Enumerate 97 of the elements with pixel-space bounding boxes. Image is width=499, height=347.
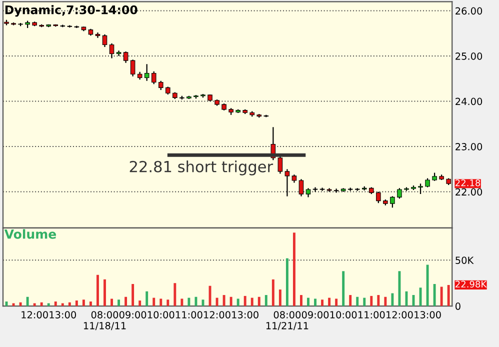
y-tick-label: 25.00 bbox=[456, 52, 482, 60]
x-tick-label: 12:00 bbox=[22, 311, 48, 318]
bar bbox=[440, 286, 443, 306]
bar bbox=[160, 298, 162, 306]
bar bbox=[180, 298, 184, 306]
bar bbox=[292, 232, 296, 306]
bar bbox=[447, 284, 450, 306]
ref-line-label: 22.81 short trigger bbox=[130, 160, 274, 176]
bar bbox=[96, 274, 99, 306]
bar bbox=[328, 298, 331, 306]
bar bbox=[244, 296, 246, 306]
bar bbox=[61, 303, 64, 306]
bar bbox=[300, 295, 302, 306]
y-tick-label: 24.00 bbox=[456, 98, 482, 106]
bar bbox=[188, 298, 190, 306]
bar bbox=[75, 300, 78, 306]
bar bbox=[307, 298, 310, 306]
candlestick bbox=[418, 183, 423, 195]
text: 22.98K bbox=[456, 280, 487, 288]
bar bbox=[89, 301, 92, 306]
bar bbox=[384, 296, 387, 306]
x-tick-label: 09:00 bbox=[119, 311, 146, 318]
bar bbox=[377, 295, 380, 306]
candlestick bbox=[144, 64, 150, 82]
bar bbox=[286, 258, 288, 306]
bar bbox=[40, 302, 43, 306]
candlestick bbox=[397, 188, 402, 200]
bar bbox=[321, 300, 324, 306]
candlestick bbox=[109, 42, 114, 59]
candlestick bbox=[123, 50, 128, 64]
bar bbox=[230, 296, 232, 306]
candlestick bbox=[390, 196, 395, 208]
candlestick bbox=[278, 156, 283, 174]
bar bbox=[124, 296, 128, 306]
candlestick bbox=[158, 80, 164, 91]
bar bbox=[314, 298, 316, 306]
y-tick-label: 23.00 bbox=[456, 143, 482, 150]
x-tick-label: 12:00 bbox=[386, 311, 413, 318]
bar bbox=[278, 290, 282, 306]
bar bbox=[236, 298, 240, 306]
x-tick-label: 13:00 bbox=[232, 311, 258, 318]
x-tick-label: 09:00 bbox=[302, 311, 329, 318]
x-tick-label: 13:00 bbox=[50, 311, 76, 318]
bar bbox=[264, 295, 268, 306]
bar bbox=[33, 303, 36, 306]
x-tick-label: 10:00 bbox=[330, 311, 357, 318]
bar bbox=[26, 296, 29, 306]
y-tick-label: 50K bbox=[456, 256, 474, 264]
x-tick-label: 12:00 bbox=[204, 311, 230, 318]
y-tick-label: 0 bbox=[456, 302, 460, 310]
bar bbox=[222, 295, 226, 306]
bar bbox=[82, 300, 85, 306]
candlestick bbox=[425, 178, 430, 188]
bar bbox=[138, 300, 142, 306]
bar bbox=[118, 300, 120, 306]
bar bbox=[398, 271, 401, 306]
bar bbox=[349, 295, 352, 306]
bar bbox=[54, 301, 57, 306]
x-tick-label: 11:00 bbox=[358, 311, 385, 318]
x-tick-label: 11:00 bbox=[176, 311, 202, 318]
bar bbox=[68, 302, 71, 306]
candlestick bbox=[284, 168, 290, 197]
bar bbox=[47, 303, 50, 306]
candlestick bbox=[102, 34, 108, 48]
bar bbox=[166, 300, 170, 306]
bar bbox=[19, 302, 22, 306]
candlestick bbox=[151, 70, 156, 85]
candlestick bbox=[376, 191, 381, 204]
annotation: 22.18 bbox=[456, 179, 480, 186]
bar bbox=[363, 298, 366, 306]
bar bbox=[132, 284, 134, 306]
bar bbox=[152, 298, 156, 306]
bar bbox=[104, 279, 106, 306]
bar bbox=[433, 284, 436, 306]
bar bbox=[194, 296, 198, 306]
y-tick-label: 26.00 bbox=[456, 7, 482, 15]
candlestick bbox=[298, 178, 304, 197]
x-tick-label: 13:00 bbox=[414, 311, 441, 318]
bar bbox=[342, 271, 345, 306]
bar bbox=[110, 298, 113, 306]
candlestick bbox=[130, 59, 136, 77]
bar bbox=[146, 291, 148, 306]
bar bbox=[272, 279, 274, 306]
candlestick bbox=[312, 186, 318, 192]
chart-title: Volume bbox=[4, 229, 56, 239]
x-tick-label: 10:00 bbox=[148, 311, 174, 318]
bar bbox=[391, 293, 394, 306]
bar bbox=[258, 296, 260, 306]
bar bbox=[250, 298, 254, 306]
bar bbox=[174, 283, 176, 306]
y-tick-label: 22.00 bbox=[456, 188, 482, 196]
chart-title: Dynamic,7:30-14:00 bbox=[5, 5, 138, 17]
bar bbox=[335, 298, 338, 306]
bar bbox=[356, 296, 359, 306]
bar bbox=[426, 264, 429, 306]
bar bbox=[370, 296, 373, 306]
candlestick bbox=[306, 188, 311, 198]
